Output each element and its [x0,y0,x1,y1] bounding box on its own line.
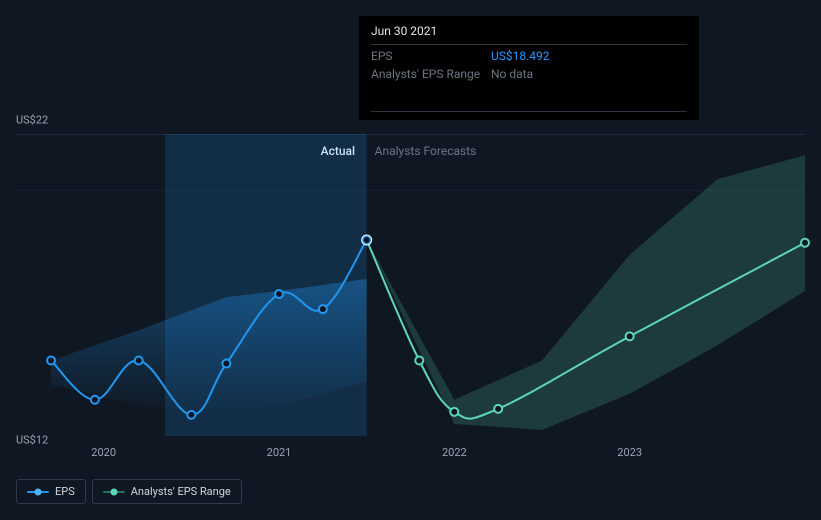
tooltip: Jun 30 2021 EPSUS$18.492Analysts' EPS Ra… [359,16,699,120]
legend-item[interactable]: EPS [16,479,86,504]
legend-swatch [103,488,125,496]
actual-marker[interactable] [319,305,327,313]
actual-marker[interactable] [363,236,371,244]
forecast-marker[interactable] [450,408,458,416]
tooltip-row-value: US$18.492 [491,47,687,65]
tooltip-row-label: EPS [371,47,491,65]
actual-marker[interactable] [187,411,195,419]
actual-marker[interactable] [275,290,283,298]
forecast-range-area [367,155,805,430]
chart-svg[interactable] [16,134,805,436]
chart-container: Jun 30 2021 EPSUS$18.492Analysts' EPS Ra… [0,0,821,520]
legend-label: Analysts' EPS Range [131,485,231,498]
actual-marker[interactable] [222,360,230,368]
actual-marker[interactable] [135,357,143,365]
tooltip-rows: EPSUS$18.492Analysts' EPS RangeNo data [371,47,687,83]
forecast-marker[interactable] [626,332,634,340]
x-axis: 2020 2021 2022 2023 [16,446,805,460]
actual-marker[interactable] [91,396,99,404]
legend-label: EPS [55,485,75,498]
x-axis-tick: 2022 [442,446,467,459]
forecast-marker[interactable] [415,357,423,365]
forecast-marker[interactable] [494,405,502,413]
forecast-marker[interactable] [801,239,809,247]
tooltip-row-label: Analysts' EPS Range [371,65,491,83]
tooltip-divider [371,111,687,112]
actual-marker[interactable] [47,357,55,365]
chart-plot: US$22 US$12 Actual Analysts Forecasts [16,120,805,440]
legend-item[interactable]: Analysts' EPS Range [92,479,242,504]
legend-swatch [27,488,49,496]
x-axis-tick: 2020 [91,446,116,459]
x-axis-tick: 2023 [617,446,642,459]
legend: EPS Analysts' EPS Range [16,479,242,504]
tooltip-row-value: No data [491,65,687,83]
tooltip-date: Jun 30 2021 [371,24,687,45]
y-axis-tick-top: US$22 [16,114,48,127]
x-axis-tick: 2021 [267,446,292,459]
